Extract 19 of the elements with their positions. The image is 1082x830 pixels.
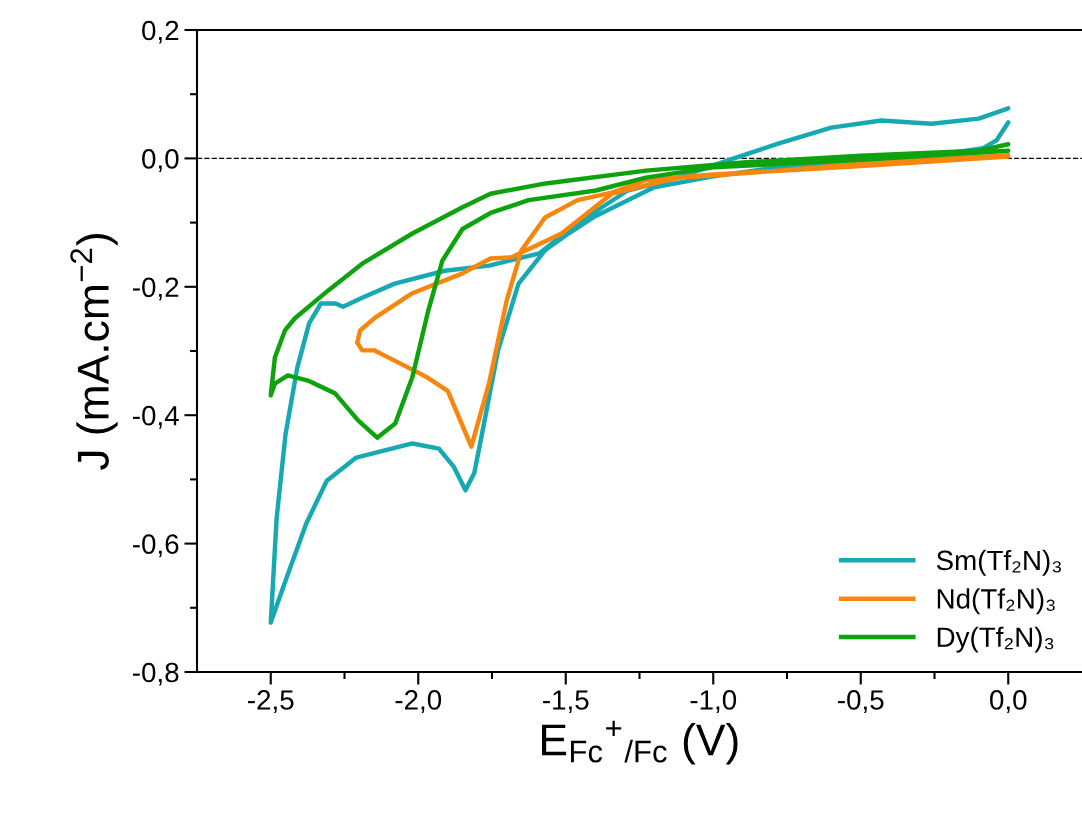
- x-tick-label: -2,5: [248, 690, 294, 714]
- x-tick-label: -2,0: [395, 690, 442, 714]
- y-axis-title: J (mA.cm$^{−2}$): [70, 234, 118, 471]
- line-series: [268, 142, 1011, 440]
- y-tick-label: 0,2: [142, 20, 179, 44]
- y-tick-label: -0,8: [133, 662, 179, 686]
- x-tick-label: 0,0: [990, 690, 1027, 714]
- x-tick-label: -0,5: [838, 690, 884, 714]
- x-axis-title: E$_{Fc}$$^{+}$$_{/Fc}$ (V): [542, 720, 738, 765]
- legend-label: Dy(Tf₂N)₃: [937, 626, 1054, 653]
- y-tick-label: -0,4: [133, 405, 179, 429]
- y-tick-label: -0,6: [133, 534, 179, 558]
- y-tick-label: -0,2: [133, 277, 179, 301]
- legend-label: Sm(Tf₂N)₃: [936, 549, 1061, 576]
- line-series: [354, 152, 1011, 449]
- y-tick-label: 0,0: [142, 149, 179, 173]
- x-tick-label: -1,5: [543, 690, 589, 714]
- legend-label: Nd(Tf₂N)₃: [937, 588, 1055, 615]
- x-tick-label: -1,0: [690, 690, 737, 714]
